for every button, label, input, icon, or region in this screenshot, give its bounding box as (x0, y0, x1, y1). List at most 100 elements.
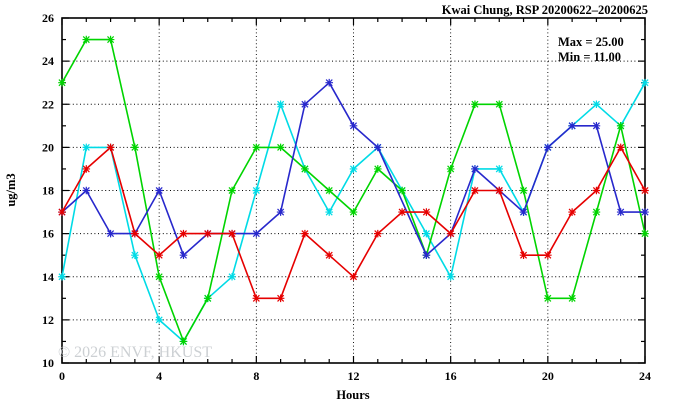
series-green-marker (373, 165, 382, 173)
series-red-marker (228, 229, 236, 238)
series-cyan-marker (446, 272, 455, 281)
series-red-marker (592, 186, 601, 195)
series-blue-marker (519, 208, 528, 216)
series-green-marker (82, 35, 91, 44)
series-cyan-marker (58, 272, 66, 281)
series-cyan-marker (252, 186, 261, 195)
y-tick-label: 18 (42, 184, 54, 198)
series-green-marker (568, 294, 576, 303)
legend-min-value: Min = 11.00 (558, 50, 621, 64)
series-green-marker (495, 100, 504, 109)
series-cyan-marker (325, 208, 334, 216)
series-cyan-marker (422, 229, 431, 238)
series-red-marker (131, 229, 139, 238)
series-blue-marker (276, 208, 285, 216)
series-blue-marker (616, 208, 625, 216)
series-blue-marker (179, 251, 188, 259)
series-blue-marker (349, 122, 358, 130)
series-blue-marker (325, 78, 334, 87)
series-blue-marker (422, 251, 431, 259)
series-cyan-marker (495, 165, 504, 173)
series-red-marker (58, 208, 66, 216)
series-red-marker (155, 251, 163, 259)
series-red-marker (179, 229, 188, 238)
series-green-marker (203, 294, 212, 303)
series-red-marker (616, 143, 625, 152)
series-green-marker (641, 229, 649, 238)
series-green-marker (131, 143, 139, 152)
series-blue-marker (592, 122, 601, 130)
series-green-marker (349, 208, 358, 216)
series-green-marker (252, 143, 261, 152)
series-cyan-marker (228, 272, 236, 281)
series-blue-marker (471, 165, 479, 173)
series-green-marker (179, 337, 188, 346)
series-blue-marker (641, 208, 649, 216)
series-cyan-marker (82, 143, 91, 152)
x-tick-label: 0 (59, 369, 65, 383)
series-cyan-marker (276, 100, 285, 109)
series-red-marker (544, 251, 552, 259)
series-red-marker (252, 294, 261, 303)
series-blue-marker (82, 186, 91, 195)
series-green-marker (446, 165, 455, 173)
series-red-marker (373, 229, 382, 238)
series-blue-marker (301, 100, 309, 109)
series-green-marker (544, 294, 552, 303)
series-red-marker (422, 208, 431, 216)
series-red-marker (276, 294, 285, 303)
y-tick-label: 24 (42, 54, 54, 68)
series-red-marker (446, 229, 455, 238)
series-green-marker (58, 78, 66, 87)
series-blue-marker (252, 229, 261, 238)
series-red-marker (471, 186, 479, 195)
series-cyan-marker (155, 316, 163, 324)
x-tick-label: 24 (639, 369, 651, 383)
series-blue-marker (373, 143, 382, 152)
series-red-marker (301, 229, 309, 238)
x-tick-label: 16 (445, 369, 457, 383)
series-green-marker (106, 35, 115, 44)
y-tick-label: 22 (42, 97, 54, 111)
series-blue-marker (106, 229, 115, 238)
x-tick-label: 4 (156, 369, 162, 383)
legend-max-value: Max = 25.00 (558, 35, 624, 49)
series-blue-marker (568, 122, 576, 130)
series-green-marker (398, 186, 406, 195)
x-axis-label: Hours (336, 388, 369, 402)
series-cyan-marker (131, 251, 139, 259)
series-green-marker (325, 186, 334, 195)
series-green-marker (471, 100, 479, 109)
y-axis-label: ug/m3 (4, 173, 18, 206)
series-green-marker (301, 165, 309, 173)
y-tick-label: 26 (42, 11, 54, 25)
plot-frame (61, 17, 646, 364)
series-red-marker (349, 272, 358, 281)
series-red-marker (568, 208, 576, 216)
y-tick-label: 14 (42, 270, 54, 284)
series-green-marker (155, 272, 163, 281)
y-tick-label: 16 (42, 227, 54, 241)
series-cyan-marker (641, 78, 649, 87)
x-tick-label: 12 (348, 369, 360, 383)
series-red-marker (82, 165, 91, 173)
series-red-marker (325, 251, 334, 259)
series-blue-marker (544, 143, 552, 152)
plot-area: 0 4 8 12 16 20 24 10 12 14 16 18 20 22 24 26 (42, 11, 651, 383)
series-green-marker (228, 186, 236, 195)
series-red-marker (203, 229, 212, 238)
series-green-marker (592, 208, 601, 216)
series-red-marker (519, 251, 528, 259)
y-tick-label: 20 (42, 140, 54, 154)
series-green-marker (276, 143, 285, 152)
series-blue-marker (155, 186, 163, 195)
x-tick-label: 8 (253, 369, 259, 383)
series-red-marker (398, 208, 406, 216)
series-cyan-marker (349, 165, 358, 173)
series-red-marker (495, 186, 504, 195)
series-red-marker (641, 186, 649, 195)
series-cyan-marker (592, 100, 601, 109)
chart-title: Kwai Chung, RSP 20200622–20200625 (442, 3, 648, 17)
